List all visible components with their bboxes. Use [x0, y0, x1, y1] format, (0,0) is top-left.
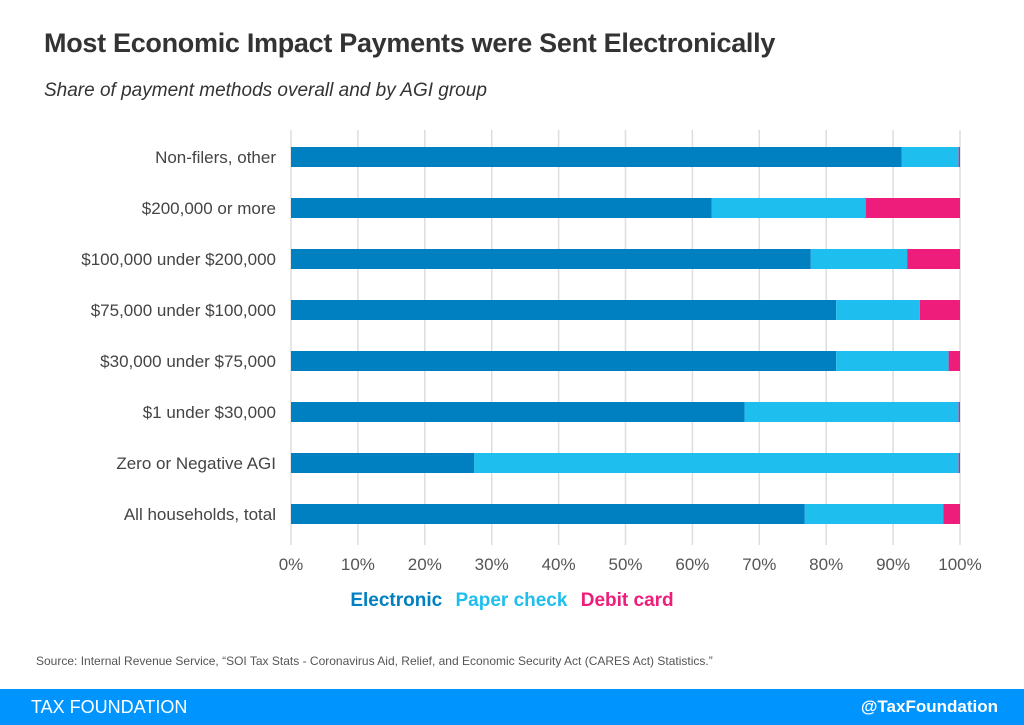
x-tick-label: 70% [742, 555, 776, 574]
bar-paper-check [804, 504, 944, 524]
category-label: $30,000 under $75,000 [100, 352, 276, 371]
x-tick-label: 80% [809, 555, 843, 574]
bar-debit-card [907, 249, 960, 269]
category-label: $1 under $30,000 [143, 403, 276, 422]
legend-paper-check: Paper check [455, 590, 568, 611]
x-tick-label: 60% [675, 555, 709, 574]
bar-paper-check [901, 147, 959, 167]
x-tick-label: 30% [475, 555, 509, 574]
legend-electronic: Electronic [350, 590, 443, 611]
bar-debit-card [919, 300, 960, 320]
bar-electronic [291, 453, 475, 473]
x-tick-label: 10% [341, 555, 375, 574]
bar-debit-card [943, 504, 960, 524]
x-tick-label: 40% [542, 555, 576, 574]
chart-title: Most Economic Impact Payments were Sent … [44, 28, 776, 58]
x-tick-label: 50% [608, 555, 642, 574]
x-tick-label: 90% [876, 555, 910, 574]
category-label: $100,000 under $200,000 [81, 250, 276, 269]
bar-paper-check [836, 300, 920, 320]
footer-brand: TAX FOUNDATION [31, 697, 188, 717]
x-tick-label: 20% [408, 555, 442, 574]
source-note: Source: Internal Revenue Service, “SOI T… [36, 654, 713, 668]
bar-electronic [291, 198, 712, 218]
category-label: All households, total [124, 505, 276, 524]
category-label: Zero or Negative AGI [116, 454, 276, 473]
bar-debit-card [958, 402, 960, 422]
category-label: $200,000 or more [142, 199, 276, 218]
x-tick-label: 0% [279, 555, 304, 574]
category-label: Non-filers, other [155, 148, 276, 167]
bar-chart: 0% 10% 20% 30% 40% 50% 60% 70% 80% 90% 100% Non-fil… [81, 130, 982, 574]
x-tick-label: 100% [938, 555, 981, 574]
footer-bar: TAX FOUNDATION @TaxFoundation [0, 689, 1024, 725]
category-label: $75,000 under $100,000 [91, 301, 276, 320]
bar-paper-check [810, 249, 908, 269]
bar-debit-card [958, 453, 960, 473]
bar-electronic [291, 504, 805, 524]
bar-debit-card [958, 147, 960, 167]
chart-subtitle: Share of payment methods overall and by … [44, 80, 487, 101]
legend-debit-card: Debit card [580, 590, 674, 611]
bar-debit-card [865, 198, 960, 218]
legend: Electronic Paper check Debit card [0, 590, 1024, 612]
bar-electronic [291, 351, 837, 371]
footer-handle: @TaxFoundation [860, 697, 998, 716]
bar-paper-check [744, 402, 959, 422]
bar-paper-check [836, 351, 949, 371]
bar-electronic [291, 147, 902, 167]
bar-electronic [291, 300, 837, 320]
bar-debit-card [948, 351, 960, 371]
bar-electronic [291, 402, 745, 422]
bar-paper-check [474, 453, 959, 473]
bar-electronic [291, 249, 811, 269]
bar-paper-check [711, 198, 866, 218]
